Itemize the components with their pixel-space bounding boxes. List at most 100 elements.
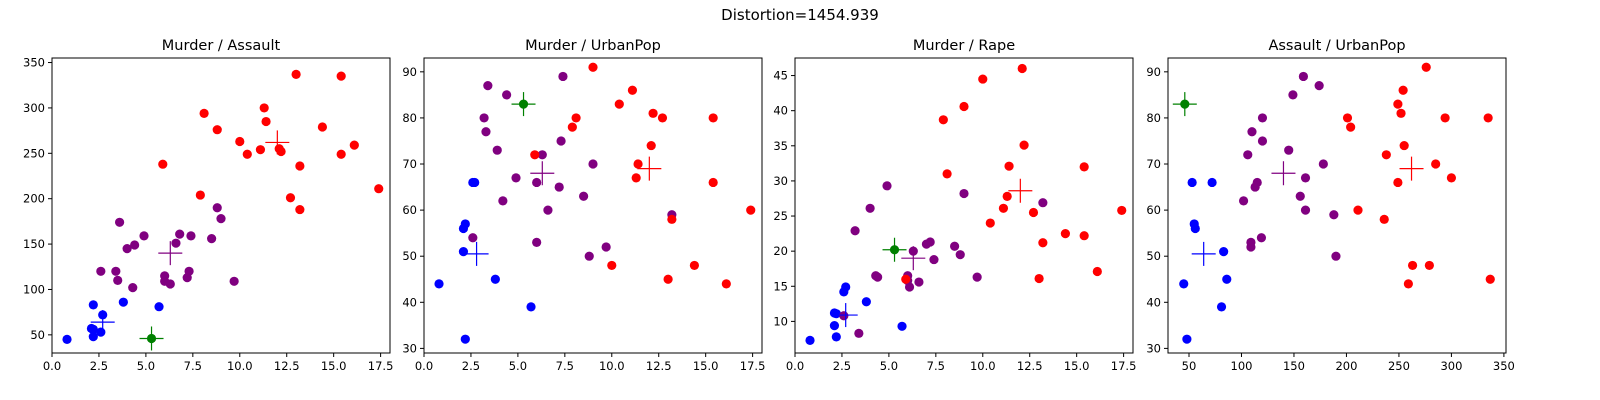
x-tick-label: 10.0 [599,359,625,373]
subplot-title: Assault / UrbanPop [1268,38,1405,54]
data-point [470,177,480,188]
data-point [1393,99,1403,109]
data-point [1314,81,1324,91]
x-tick-label: 100 [1231,359,1253,373]
data-point [882,181,892,191]
data-point [261,116,271,127]
data-point [1298,71,1309,82]
data-point [1485,274,1495,284]
subplot-title: Murder / UrbanPop [525,38,661,54]
data-point [831,309,841,319]
data-point [276,146,286,157]
x-tick-label: 17.5 [740,359,766,373]
data-point [88,332,98,342]
data-point [526,302,536,312]
data-point [1034,273,1044,284]
data-point [212,203,222,213]
data-point [88,324,98,334]
data-point [689,260,700,271]
x-tick-label: 2.5 [833,359,851,373]
data-point [1318,159,1328,169]
data-point [601,242,611,252]
data-point [1331,251,1341,261]
data-point [1182,334,1192,344]
x-tick-label: 17.5 [1111,359,1137,373]
x-tick-label: 15.0 [321,359,347,373]
y-tick-label: 30 [402,341,417,355]
x-tick-label: 15.0 [693,359,719,373]
x-tick-label: 7.5 [184,359,202,373]
data-point [627,85,638,95]
data-point [530,150,540,160]
x-tick-label: 15.0 [1064,359,1090,373]
data-point [985,218,995,228]
x-tick-label: 10.0 [970,359,996,373]
data-point [1329,210,1339,220]
x-tick-label: 0.0 [415,359,433,373]
y-tick-label: 50 [30,328,45,342]
data-point [458,246,469,257]
data-point [1393,177,1403,188]
data-point [1398,85,1408,95]
subplot-title: Murder / Assault [162,38,281,54]
data-point [805,335,815,345]
y-tick-label: 45 [773,69,788,83]
data-point [186,231,196,241]
x-tick-label: 17.5 [368,359,394,373]
x-tick-label: 5.0 [137,359,155,373]
data-point [897,321,907,331]
data-point [1446,173,1457,183]
x-tick-label: 300 [1440,359,1462,373]
data-point [648,108,658,118]
y-tick-label: 40 [402,295,417,309]
y-tick-label: 70 [402,157,417,171]
data-point [295,161,305,171]
data-point [336,71,346,81]
data-point [460,219,470,229]
data-point [468,233,478,243]
x-tick-label: 350 [1493,359,1515,373]
plot-area [805,63,1127,345]
subplot-1: Murder / Assault 0.0 2.5 5.0 7.5 10.0 12.5 15.0… [23,38,393,373]
data-point [1028,207,1039,218]
data-point [1038,198,1048,208]
data-point [1257,113,1268,123]
data-point [942,169,952,179]
data-point [839,311,849,321]
data-point [184,266,194,276]
data-point [1243,150,1253,160]
data-point [113,275,123,285]
data-point [242,149,252,159]
data-point [349,140,359,150]
data-point [571,113,581,123]
data-point [646,140,656,151]
data-point [955,250,965,260]
data-point [216,214,226,224]
y-tick-label: 300 [23,101,45,115]
data-point [1079,162,1089,172]
data-point [336,149,346,159]
data-point [558,71,568,82]
data-point [1004,161,1014,171]
data-point [115,217,125,227]
data-point [1431,159,1441,169]
y-tick-label: 60 [402,203,417,217]
data-point [1399,140,1409,151]
data-point [492,145,502,155]
y-tick-label: 60 [1146,203,1161,217]
data-point [1353,205,1363,215]
y-tick-label: 35 [773,139,788,153]
data-point [663,274,673,284]
data-point [631,173,641,183]
data-point [1295,191,1305,201]
subplot-4: Assault / UrbanPop 50 100 150 200 250 300 350 30… [1146,38,1515,373]
data-point [972,272,982,282]
data-point [865,203,875,213]
data-point [1483,113,1493,123]
y-tick-label: 40 [773,104,788,118]
data-point [588,159,598,169]
y-tick-label: 80 [402,111,417,125]
data-point [62,334,72,344]
